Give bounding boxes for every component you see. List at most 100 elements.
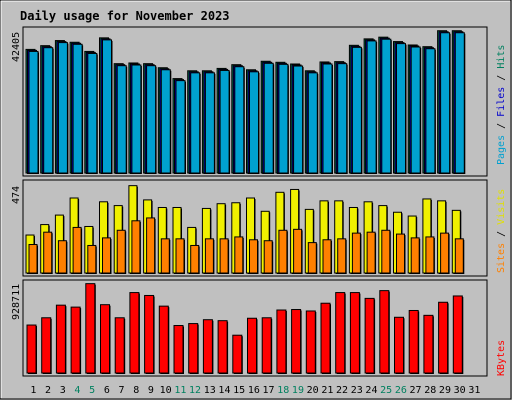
bar-sites-day-9-body xyxy=(146,217,156,274)
bar-kbytes-day-18-body xyxy=(276,309,287,374)
bar-kbytes-day-28-body xyxy=(423,314,434,374)
bar-kbytes-day-18 xyxy=(276,309,287,374)
bar-kbytes-day-22-body xyxy=(335,292,346,374)
bar-kbytes-day-9 xyxy=(144,294,155,374)
x-tick-day-20: 20 xyxy=(307,385,319,396)
bar-sites-day-30-body xyxy=(454,238,464,274)
bar-pages-day-12 xyxy=(190,72,201,174)
bar-pages-day-19-body xyxy=(293,65,304,174)
x-tick-day-13: 13 xyxy=(204,385,216,396)
bar-kbytes-day-23 xyxy=(349,292,361,374)
bar-kbytes-day-30 xyxy=(452,295,464,374)
bar-kbytes-day-15 xyxy=(232,334,243,374)
bar-sites-day-5 xyxy=(87,244,97,274)
x-tick-day-24: 24 xyxy=(365,385,377,396)
x-axis-tick-labels: 1 2 3 4 5 6 7 8 9 10 11 12 13 14 15 16 17 18 19 20 21 22 23 24 2… xyxy=(30,385,480,396)
bar-kbytes-day-16-body xyxy=(247,317,257,374)
bar-pages-day-4-body xyxy=(72,43,83,174)
x-tick-day-14: 14 xyxy=(218,385,230,396)
bar-pages-day-28 xyxy=(425,48,436,174)
bar-kbytes-day-7 xyxy=(114,317,126,374)
bar-pages-day-28-body xyxy=(425,48,436,174)
bar-kbytes-day-20-body xyxy=(305,310,316,374)
bar-kbytes-day-9-body xyxy=(144,294,155,374)
bar-sites-day-18 xyxy=(278,229,288,274)
bar-kbytes-day-26-body xyxy=(394,316,404,374)
bar-sites-day-6-body xyxy=(102,237,111,274)
x-tick-day-2: 2 xyxy=(45,385,51,396)
bar-sites-day-8-body xyxy=(131,220,141,274)
bar-kbytes-day-6-body xyxy=(100,304,110,374)
bar-sites-day-27-body xyxy=(410,237,420,274)
legend-sep-2: / xyxy=(496,69,507,87)
bar-pages-day-26-body xyxy=(396,43,406,174)
bar-sites-day-23-body xyxy=(351,232,361,274)
legend-files: Files xyxy=(496,87,507,117)
bar-pages-day-27-body xyxy=(410,46,421,174)
bar-pages-day-10-body xyxy=(160,69,171,174)
bar-kbytes-day-30-body xyxy=(452,295,463,374)
bar-pages-day-29-body xyxy=(440,32,451,174)
bar-pages-day-2 xyxy=(43,47,54,174)
bar-kbytes-day-4 xyxy=(70,306,82,374)
bar-sites-day-21-body xyxy=(322,239,332,274)
bar-sites-day-8 xyxy=(131,220,141,274)
bar-kbytes-day-3 xyxy=(55,304,67,374)
bar-pages-day-13-body xyxy=(204,72,215,174)
bar-kbytes-day-8-body xyxy=(129,292,140,374)
x-tick-day-7: 7 xyxy=(119,385,125,396)
x-tick-day-6: 6 xyxy=(104,385,110,396)
visits-ymax-label: 474 xyxy=(11,186,22,204)
bar-sites-day-19-body xyxy=(293,228,303,274)
bar-sites-day-11 xyxy=(175,238,185,274)
bar-kbytes-day-23-body xyxy=(349,292,360,374)
hits-ymax-label: 42405 xyxy=(11,32,22,62)
bar-pages-day-14 xyxy=(219,69,231,174)
bar-pages-day-30-body xyxy=(454,32,465,174)
bar-sites-day-4-body xyxy=(72,226,82,274)
x-tick-day-16: 16 xyxy=(248,385,260,396)
bar-sites-day-20-body xyxy=(307,242,317,274)
hits-files-pages-legend: Pages / Files / Hits xyxy=(496,45,507,165)
bar-pages-day-3-body xyxy=(57,42,68,174)
bar-sites-day-2 xyxy=(43,231,53,274)
bar-kbytes-day-5 xyxy=(85,283,96,374)
bar-pages-day-9-body xyxy=(146,65,157,174)
bar-sites-day-10-body xyxy=(160,238,170,274)
x-tick-day-23: 23 xyxy=(351,385,363,396)
x-tick-day-30: 30 xyxy=(454,385,466,396)
bar-kbytes-day-1 xyxy=(26,324,37,374)
bar-kbytes-day-29 xyxy=(438,301,449,374)
bar-sites-day-7-body xyxy=(116,229,126,274)
bar-kbytes-day-14 xyxy=(217,320,229,374)
bar-pages-day-16-body xyxy=(249,71,259,174)
bar-sites-day-16 xyxy=(249,239,259,274)
bar-kbytes-day-22 xyxy=(335,292,346,374)
legend-pages: Pages xyxy=(496,135,507,165)
bar-kbytes-day-2 xyxy=(41,317,52,374)
chart-title: Daily usage for November 2023 xyxy=(20,9,230,23)
x-tick-day-25: 25 xyxy=(380,385,392,396)
bar-sites-day-7 xyxy=(116,229,127,274)
bar-kbytes-day-4-body xyxy=(70,306,81,374)
bar-pages-day-19 xyxy=(293,65,304,174)
x-tick-day-17: 17 xyxy=(263,385,275,396)
bar-pages-day-18-body xyxy=(278,63,289,174)
bar-kbytes-day-13-body xyxy=(202,319,213,374)
bar-kbytes-day-8 xyxy=(129,292,140,374)
bar-kbytes-day-19-body xyxy=(291,309,302,374)
bar-sites-day-15-body xyxy=(234,236,244,274)
bar-kbytes-day-25 xyxy=(379,290,390,374)
bar-sites-day-13 xyxy=(204,238,215,274)
bar-pages-day-15-body xyxy=(234,66,245,174)
x-tick-day-31: 31 xyxy=(468,385,480,396)
bar-kbytes-day-15-body xyxy=(232,334,243,374)
bar-pages-day-8-body xyxy=(131,64,142,174)
bar-sites-day-25 xyxy=(381,229,391,274)
bar-pages-day-6 xyxy=(102,39,113,174)
bar-sites-day-29 xyxy=(440,232,450,274)
bar-sites-day-11-body xyxy=(175,238,185,274)
x-tick-day-27: 27 xyxy=(410,385,422,396)
legend-hits: Hits xyxy=(496,45,507,69)
